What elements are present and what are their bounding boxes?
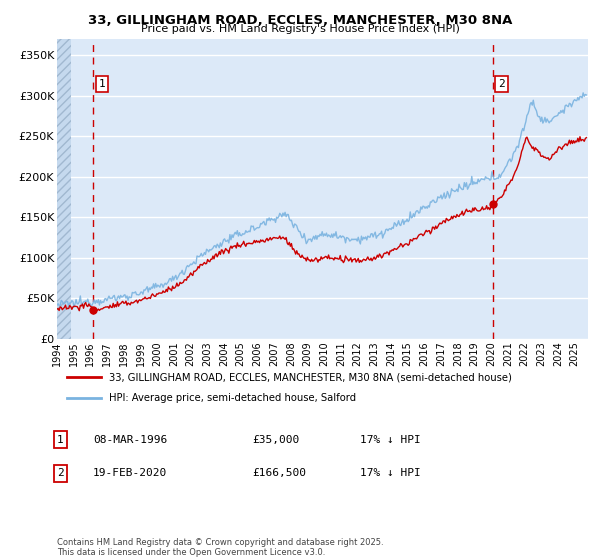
Text: £166,500: £166,500 (252, 468, 306, 478)
Text: 33, GILLINGHAM ROAD, ECCLES, MANCHESTER, M30 8NA (semi-detached house): 33, GILLINGHAM ROAD, ECCLES, MANCHESTER,… (109, 372, 512, 382)
Text: 17% ↓ HPI: 17% ↓ HPI (360, 435, 421, 445)
Text: HPI: Average price, semi-detached house, Salford: HPI: Average price, semi-detached house,… (109, 393, 356, 403)
Text: 33, GILLINGHAM ROAD, ECCLES, MANCHESTER, M30 8NA: 33, GILLINGHAM ROAD, ECCLES, MANCHESTER,… (88, 14, 512, 27)
Text: 1: 1 (98, 79, 105, 88)
Text: Price paid vs. HM Land Registry's House Price Index (HPI): Price paid vs. HM Land Registry's House … (140, 24, 460, 34)
Bar (57, 39, 71, 339)
Text: 08-MAR-1996: 08-MAR-1996 (93, 435, 167, 445)
Text: 17% ↓ HPI: 17% ↓ HPI (360, 468, 421, 478)
Text: 1: 1 (57, 435, 64, 445)
Text: 2: 2 (498, 79, 505, 88)
Text: £35,000: £35,000 (252, 435, 299, 445)
Text: 19-FEB-2020: 19-FEB-2020 (93, 468, 167, 478)
Text: 2: 2 (57, 468, 64, 478)
Text: Contains HM Land Registry data © Crown copyright and database right 2025.
This d: Contains HM Land Registry data © Crown c… (57, 538, 383, 557)
